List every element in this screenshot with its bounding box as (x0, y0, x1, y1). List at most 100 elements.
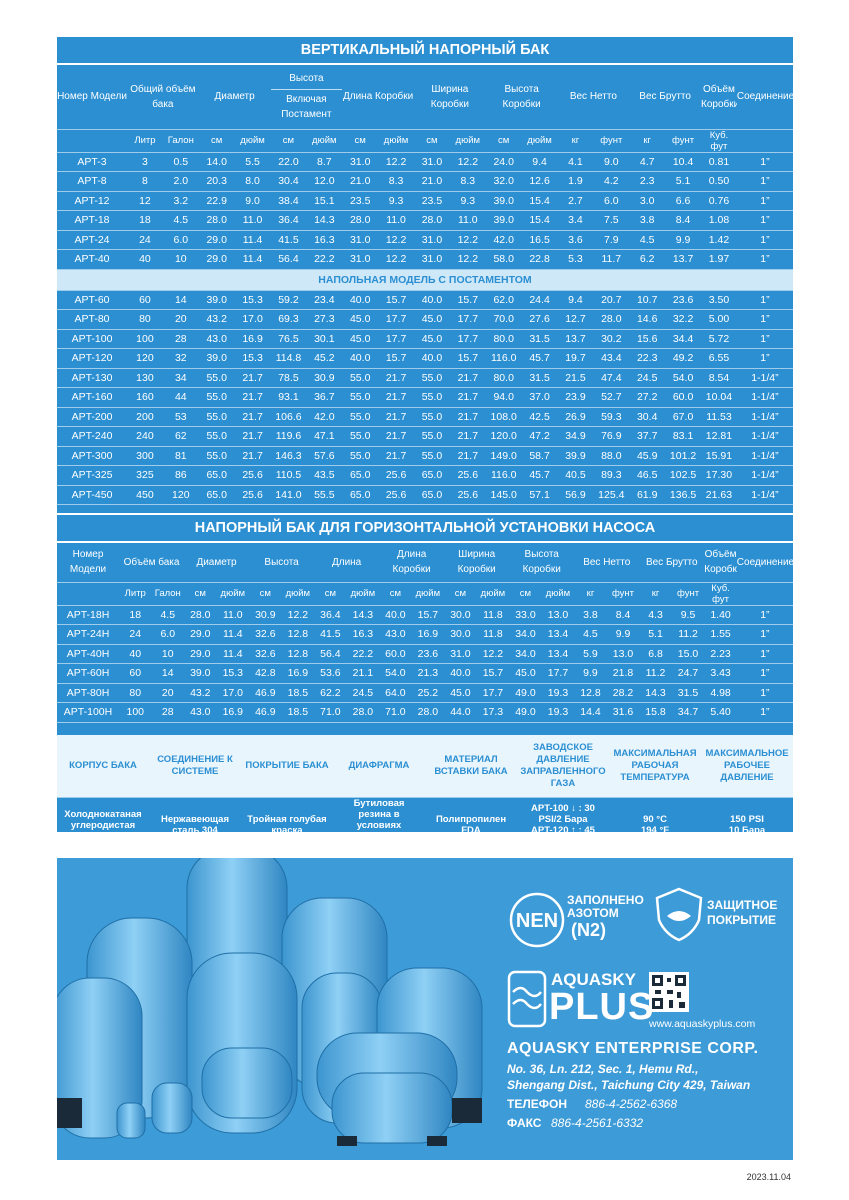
value-cell: 11.7 (593, 249, 630, 270)
value-cell: 15.0 (671, 644, 705, 664)
value-cell: 45.0 (342, 329, 379, 349)
value-cell: 15.4 (521, 210, 558, 231)
value-cell: 15.3 (216, 663, 250, 684)
unit-label: фунт (593, 129, 630, 153)
value-cell: 25.6 (449, 465, 486, 486)
value-cell: 23.5 (342, 191, 379, 211)
value-cell: 1-1/4” (736, 465, 793, 486)
value-cell: 80.0 (485, 368, 522, 388)
phone-label: ТЕЛЕФОН (507, 1097, 567, 1111)
spec-header: СОЕДИНЕНИЕ К СИСТЕМЕ (149, 734, 241, 798)
column-header: Соединение (736, 542, 793, 583)
value-cell: 9.3 (449, 191, 486, 211)
value-cell: 47.2 (521, 426, 558, 447)
nen-text: NEN (516, 910, 558, 932)
value-cell: 93.1 (270, 387, 307, 408)
model-cell: APT-450 (57, 485, 127, 505)
value-row: Холоднокатаная углеродистая сталь Нержаве… (57, 797, 793, 854)
value-cell: 3.2 (162, 191, 199, 211)
value-cell: 55.0 (414, 446, 450, 466)
data-row: APT-100 100 28 43.0 16.9 76.5 30.1 45.0 17.7 45.0… (57, 329, 793, 349)
unit-label: см (342, 129, 379, 153)
unit-label: см (444, 582, 477, 606)
value-cell: 21.7 (378, 407, 414, 427)
value-cell: 1” (736, 191, 793, 211)
value-cell: 16.9 (216, 702, 250, 723)
header-text: Номер Модели (57, 91, 127, 103)
value-cell: 0.5 (162, 152, 199, 172)
value-cell: 1.9 (557, 171, 594, 192)
value-cell: 19.3 (541, 683, 575, 703)
value-cell: 100 (127, 329, 163, 349)
value-cell: 36.4 (270, 210, 307, 231)
value-cell: 11.8 (476, 605, 510, 625)
value-cell: 14.4 (574, 702, 607, 723)
value-cell: 43.4 (593, 348, 630, 369)
unit-label: см (485, 129, 522, 153)
value-cell: 5.9 (574, 644, 607, 664)
header-text: Вес Нетто (583, 556, 631, 568)
value-cell: 14.3 (306, 210, 343, 231)
value-cell: 13.7 (557, 329, 594, 349)
value-cell: 49.0 (509, 702, 542, 723)
data-row: APT-120 120 32 39.0 15.3 114.8 45.2 40.0 15.7 40.… (57, 348, 793, 369)
value-cell: 22.8 (521, 249, 558, 270)
value-cell: 55.0 (198, 368, 235, 388)
unit-label: Галон (162, 129, 199, 153)
address-line: No. 36, Ln. 212, Sec. 1, Hemu Rd., (507, 1062, 699, 1076)
unit-label: см (379, 582, 412, 606)
value-cell: 24 (119, 624, 152, 645)
value-cell: 4.5 (629, 230, 666, 250)
value-cell: 102.5 (665, 465, 701, 486)
value-cell: 80.0 (485, 329, 522, 349)
value-cell: 11.0 (449, 210, 486, 231)
value-cell: 13.0 (606, 644, 640, 664)
value-cell: 80 (127, 309, 163, 330)
value-cell: 34 (162, 368, 199, 388)
data-row: APT-40 40 10 29.0 11.4 56.4 22.2 31.0 12.2 31.0 12… (57, 249, 793, 270)
value-cell: 8.0 (234, 171, 271, 192)
value-cell: 45.0 (342, 309, 379, 330)
fax-label: ФАКС (507, 1116, 542, 1130)
value-cell: 3.43 (704, 663, 737, 684)
value-cell: 9.9 (606, 624, 640, 645)
unit-blank (736, 129, 793, 153)
value-cell: 56.4 (314, 644, 347, 664)
model-cell: APT-18H (57, 605, 119, 625)
value-cell: 17.7 (378, 309, 414, 330)
value-cell: 94.0 (485, 387, 522, 408)
value-cell: 130 (127, 368, 163, 388)
value-cell: 22.0 (270, 152, 307, 172)
value-cell: 65.0 (198, 485, 235, 505)
value-cell: 42.8 (249, 663, 282, 684)
value-cell: 3.0 (629, 191, 666, 211)
value-cell: 13.0 (541, 605, 575, 625)
value-cell: 16.5 (521, 230, 558, 250)
value-cell: 56.4 (270, 249, 307, 270)
unit-label: дюйм (378, 129, 414, 153)
title-row: ВЕРТИКАЛЬНЫЙ НАПОРНЫЙ БАК (57, 35, 793, 65)
value-cell: 22.2 (346, 644, 380, 664)
value-cell: 61.9 (629, 485, 666, 505)
value-cell: 1” (736, 210, 793, 231)
value-cell: 53 (162, 407, 199, 427)
value-cell: 57.1 (521, 485, 558, 505)
value-cell: 4.5 (151, 605, 185, 625)
value-cell: 1” (736, 152, 793, 172)
value-cell: 23.9 (557, 387, 594, 408)
value-cell: 27.3 (306, 309, 343, 330)
value-cell: 60 (127, 290, 163, 310)
value-cell: 1” (736, 624, 793, 645)
value-cell: 46.9 (249, 683, 282, 703)
unit-label: см (198, 129, 235, 153)
header-text: Высота (289, 73, 324, 85)
section-row: НАПОЛЬНАЯ МОДЕЛЬ С ПОСТАМЕНТОМ (57, 269, 793, 291)
value-cell: 15.7 (476, 663, 510, 684)
data-row: APT-300 300 81 55.0 21.7 146.3 57.6 55.0 21.7 55.… (57, 446, 793, 466)
value-cell: 21.5 (557, 368, 594, 388)
value-cell: 28.0 (342, 210, 379, 231)
value-cell: 18.5 (281, 683, 315, 703)
